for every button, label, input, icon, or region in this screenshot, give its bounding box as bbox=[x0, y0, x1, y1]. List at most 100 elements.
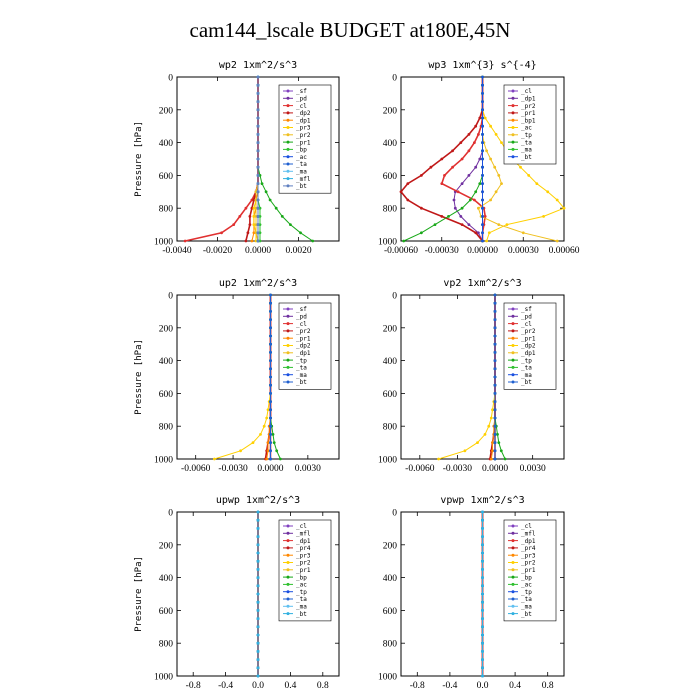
data-point bbox=[258, 223, 262, 227]
data-point bbox=[252, 231, 256, 235]
data-point bbox=[269, 293, 272, 297]
legend-label: _ma bbox=[521, 147, 532, 154]
data-point bbox=[399, 190, 403, 194]
data-point bbox=[256, 674, 260, 678]
legend-label: _sf bbox=[296, 306, 307, 313]
data-point bbox=[252, 206, 256, 210]
legend-label: _tp bbox=[521, 357, 532, 364]
legend-marker bbox=[286, 561, 290, 564]
data-point bbox=[256, 625, 260, 629]
data-point bbox=[483, 215, 487, 218]
data-point bbox=[447, 215, 450, 218]
legend-label: _bt bbox=[521, 379, 532, 386]
data-point bbox=[481, 92, 484, 95]
legend-label: _pr1 bbox=[521, 335, 536, 342]
legend-marker bbox=[511, 539, 515, 543]
y-tick-label: 200 bbox=[159, 324, 174, 334]
data-point bbox=[256, 617, 260, 620]
data-point bbox=[254, 190, 258, 194]
x-tick-label: 0.8 bbox=[542, 681, 554, 691]
y-tick-label: 600 bbox=[159, 607, 174, 617]
data-point bbox=[481, 658, 484, 661]
y-tick-label: 600 bbox=[383, 607, 398, 617]
legend-label: _dp2 bbox=[521, 343, 536, 350]
data-point bbox=[473, 198, 476, 202]
data-point bbox=[477, 206, 480, 210]
data-point bbox=[265, 457, 269, 461]
legend: _sf_pd_cl_dp2_dp1_pr3_pr2_pr1_bp_ac_ta_m… bbox=[278, 84, 332, 194]
data-point bbox=[460, 223, 464, 227]
data-point bbox=[493, 457, 497, 461]
x-tick-label: 0.0000 bbox=[257, 464, 283, 474]
data-point bbox=[248, 215, 252, 218]
data-point bbox=[269, 310, 272, 313]
data-point bbox=[481, 576, 484, 579]
data-point bbox=[460, 182, 464, 186]
data-point bbox=[489, 416, 493, 420]
data-point bbox=[256, 174, 260, 177]
data-point bbox=[269, 408, 272, 412]
legend-marker bbox=[511, 96, 515, 100]
legend-marker bbox=[286, 553, 290, 557]
data-point bbox=[256, 108, 260, 112]
data-point bbox=[269, 375, 272, 379]
data-point bbox=[481, 625, 484, 629]
legend-label: _pr3 bbox=[296, 552, 311, 559]
plot-frame bbox=[400, 294, 565, 460]
data-point bbox=[256, 633, 260, 637]
legend-label: _ta bbox=[521, 139, 532, 146]
series-group bbox=[481, 510, 484, 678]
legend-marker bbox=[286, 373, 290, 377]
legend-label: _ac bbox=[296, 582, 307, 589]
legend-label: _pr1 bbox=[296, 335, 311, 342]
legend-marker bbox=[286, 546, 290, 550]
data-point bbox=[256, 592, 260, 596]
legend-label: _pr2 bbox=[296, 560, 311, 567]
legend-label: _mfl bbox=[296, 531, 311, 538]
legend-marker bbox=[511, 126, 515, 129]
data-point bbox=[481, 510, 484, 514]
data-point bbox=[256, 124, 260, 128]
x-tick-label: -0.0040 bbox=[162, 246, 192, 256]
x-tick-label: -0.00060 bbox=[384, 246, 418, 256]
x-tick-label: 0.4 bbox=[284, 681, 296, 691]
data-point bbox=[481, 568, 484, 571]
legend-marker bbox=[511, 380, 515, 384]
data-point bbox=[256, 92, 260, 95]
data-point bbox=[493, 400, 497, 403]
x-tick-label: 0.0030 bbox=[520, 464, 546, 474]
data-point bbox=[493, 416, 497, 420]
panel-4: upwp 1xm^2/s^3 Pressure [hPa] 0 200 400 600 80… bbox=[134, 495, 340, 691]
data-point bbox=[406, 182, 410, 186]
data-point bbox=[489, 157, 492, 161]
data-point bbox=[493, 408, 497, 412]
data-point bbox=[493, 449, 497, 453]
y-tick-label: 0 bbox=[392, 292, 397, 302]
legend-label: _cl bbox=[296, 103, 307, 110]
data-point bbox=[481, 174, 484, 177]
series-line-dp2 bbox=[438, 295, 496, 460]
legend-label: _pd bbox=[296, 96, 307, 103]
legend-label: _pr2 bbox=[296, 328, 311, 335]
y-tick-label: 0 bbox=[168, 509, 173, 519]
data-point bbox=[481, 116, 484, 120]
legend-marker bbox=[511, 590, 515, 594]
legend-marker bbox=[286, 344, 290, 347]
legend-marker bbox=[286, 604, 290, 608]
panel-title: wp2 1xm^2/s^3 bbox=[219, 60, 297, 71]
data-point bbox=[481, 198, 484, 202]
data-point bbox=[254, 231, 258, 235]
legend-marker bbox=[286, 133, 290, 137]
data-point bbox=[256, 527, 260, 530]
data-point bbox=[406, 198, 410, 202]
data-point bbox=[491, 441, 494, 444]
data-point bbox=[250, 206, 254, 210]
data-point bbox=[460, 157, 464, 161]
legend-label: _ta bbox=[296, 365, 307, 372]
data-point bbox=[268, 198, 272, 202]
series-group bbox=[256, 510, 260, 678]
legend-marker bbox=[511, 336, 515, 340]
figure-title: cam144_lscale BUDGET at180E,45N bbox=[189, 18, 511, 42]
data-point bbox=[256, 658, 260, 661]
